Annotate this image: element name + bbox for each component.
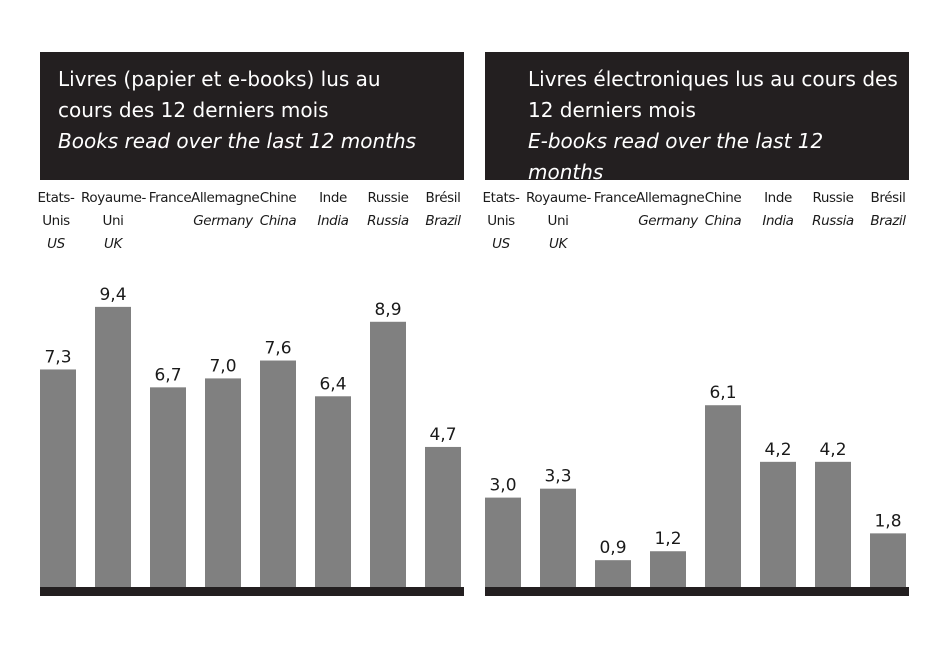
category-label-fr: Royaume- Uni (81, 190, 146, 229)
bar-value-label: 7,3 (44, 347, 71, 367)
bar-value-label: 7,6 (264, 339, 291, 359)
chart-title-box: Livres (papier et e-books) lus au cours … (40, 52, 464, 180)
category-label-fr: Royaume- Uni (526, 190, 591, 229)
category-label-en: Russia (812, 213, 854, 229)
category-label-fr: Allemagne (636, 190, 705, 206)
category-label-fr: Allemagne (191, 190, 260, 206)
category-label: France (583, 187, 647, 210)
category-label-en: Germany (638, 213, 698, 229)
bar (540, 488, 576, 587)
bar-value-label: 1,2 (654, 529, 681, 549)
bar-value-label: 8,9 (374, 300, 401, 320)
bar-value-label: 4,2 (764, 440, 791, 460)
bar (40, 369, 76, 587)
bar (760, 461, 796, 587)
category-label-en: Germany (193, 213, 253, 229)
bar-value-label: 6,1 (709, 383, 736, 403)
category-label-en: India (317, 213, 349, 229)
bar-value-label: 9,4 (99, 285, 126, 305)
category-label-fr: Russie (812, 190, 854, 206)
category-label-en: China (704, 213, 742, 229)
category-label-en: India (762, 213, 794, 229)
category-label-fr: Russie (367, 190, 409, 206)
bar (315, 396, 351, 587)
category-label-fr: Etats- Unis (482, 190, 520, 229)
category-label-fr: Inde (319, 190, 347, 206)
category-label-fr: Brésil (425, 190, 461, 206)
bar-value-label: 4,7 (429, 425, 456, 445)
bar-value-label: 1,8 (874, 511, 901, 531)
category-label: Brésil Brazil (856, 187, 920, 233)
category-label: Allemagne Germany (191, 187, 260, 233)
bar (705, 405, 741, 587)
bar (815, 461, 851, 587)
bar (425, 446, 461, 587)
bar-plot: 3,0 3,3 0,9 1,2 6,1 4,2 4,2 1,8 (485, 383, 909, 596)
category-label: Russie Russia (801, 187, 865, 233)
bar-value-label: 3,0 (489, 476, 516, 496)
chart-books-read: Livres (papier et e-books) lus au cours … (38, 52, 464, 597)
category-label: Etats- Unis US (469, 187, 533, 256)
category-label-en: Brazil (870, 213, 906, 229)
category-label: Etats- Unis US (24, 187, 88, 256)
category-label-fr: Etats- Unis (37, 190, 75, 229)
chart-title-box: Livres électroniques lus au cours des 12… (485, 52, 909, 184)
category-label: Russie Russia (356, 187, 420, 233)
bar-value-label: 7,0 (209, 356, 236, 376)
chart-title: Livres (papier et e-books) lus au cours … (58, 67, 381, 122)
bar-value-label: 4,2 (819, 440, 846, 460)
bar-value-label: 6,4 (319, 374, 346, 394)
bar-value-label: 3,3 (544, 467, 571, 487)
bar (95, 306, 131, 587)
category-label-fr: Brésil (870, 190, 906, 206)
bar (370, 321, 406, 587)
chart-subtitle: E-books read over the last 12 months (528, 129, 824, 184)
category-label-fr: France (593, 190, 637, 206)
category-label-en: UK (104, 236, 122, 252)
bar (595, 560, 631, 587)
category-label: Allemagne Germany (636, 187, 705, 233)
category-label-en: US (492, 236, 510, 252)
category-label-en: UK (549, 236, 567, 252)
bar (650, 551, 686, 587)
bar (870, 533, 906, 587)
bar-value-label: 6,7 (154, 365, 181, 385)
category-label-fr: Inde (764, 190, 792, 206)
category-label: Royaume- Uni UK (81, 187, 146, 256)
chart-title: Livres électroniques lus au cours des 12… (528, 67, 898, 122)
category-label: France (138, 187, 202, 210)
category-label-fr: Chine (259, 190, 297, 206)
category-label-en: Brazil (425, 213, 461, 229)
category-label: Inde India (746, 187, 810, 233)
category-label-en: US (47, 236, 65, 252)
bar-plot: 7,3 9,4 6,7 7,0 7,6 6,4 8,9 4,7 (40, 285, 464, 596)
category-label: Brésil Brazil (411, 187, 475, 233)
bar (260, 360, 296, 587)
category-label: Chine China (691, 187, 755, 233)
category-label-fr: Chine (704, 190, 742, 206)
baseline (40, 587, 464, 596)
chart-subtitle: Books read over the last 12 months (58, 129, 417, 153)
category-label-en: Russia (367, 213, 409, 229)
category-label-en: China (259, 213, 297, 229)
category-label: Royaume- Uni UK (526, 187, 591, 256)
category-label: Inde India (301, 187, 365, 233)
bar (205, 378, 241, 587)
chart-ebooks-read: Livres électroniques lus au cours des 12… (483, 52, 909, 597)
category-labels: Etats- Unis US Royaume- Uni UK France Allemag… (483, 187, 909, 257)
baseline (485, 587, 909, 596)
category-labels: Etats- Unis US Royaume- Uni UK France Allemag… (38, 187, 464, 257)
bar-value-label: 0,9 (599, 538, 626, 558)
bar (150, 387, 186, 587)
category-label-fr: France (148, 190, 192, 206)
category-label: Chine China (246, 187, 310, 233)
bar (485, 497, 521, 587)
